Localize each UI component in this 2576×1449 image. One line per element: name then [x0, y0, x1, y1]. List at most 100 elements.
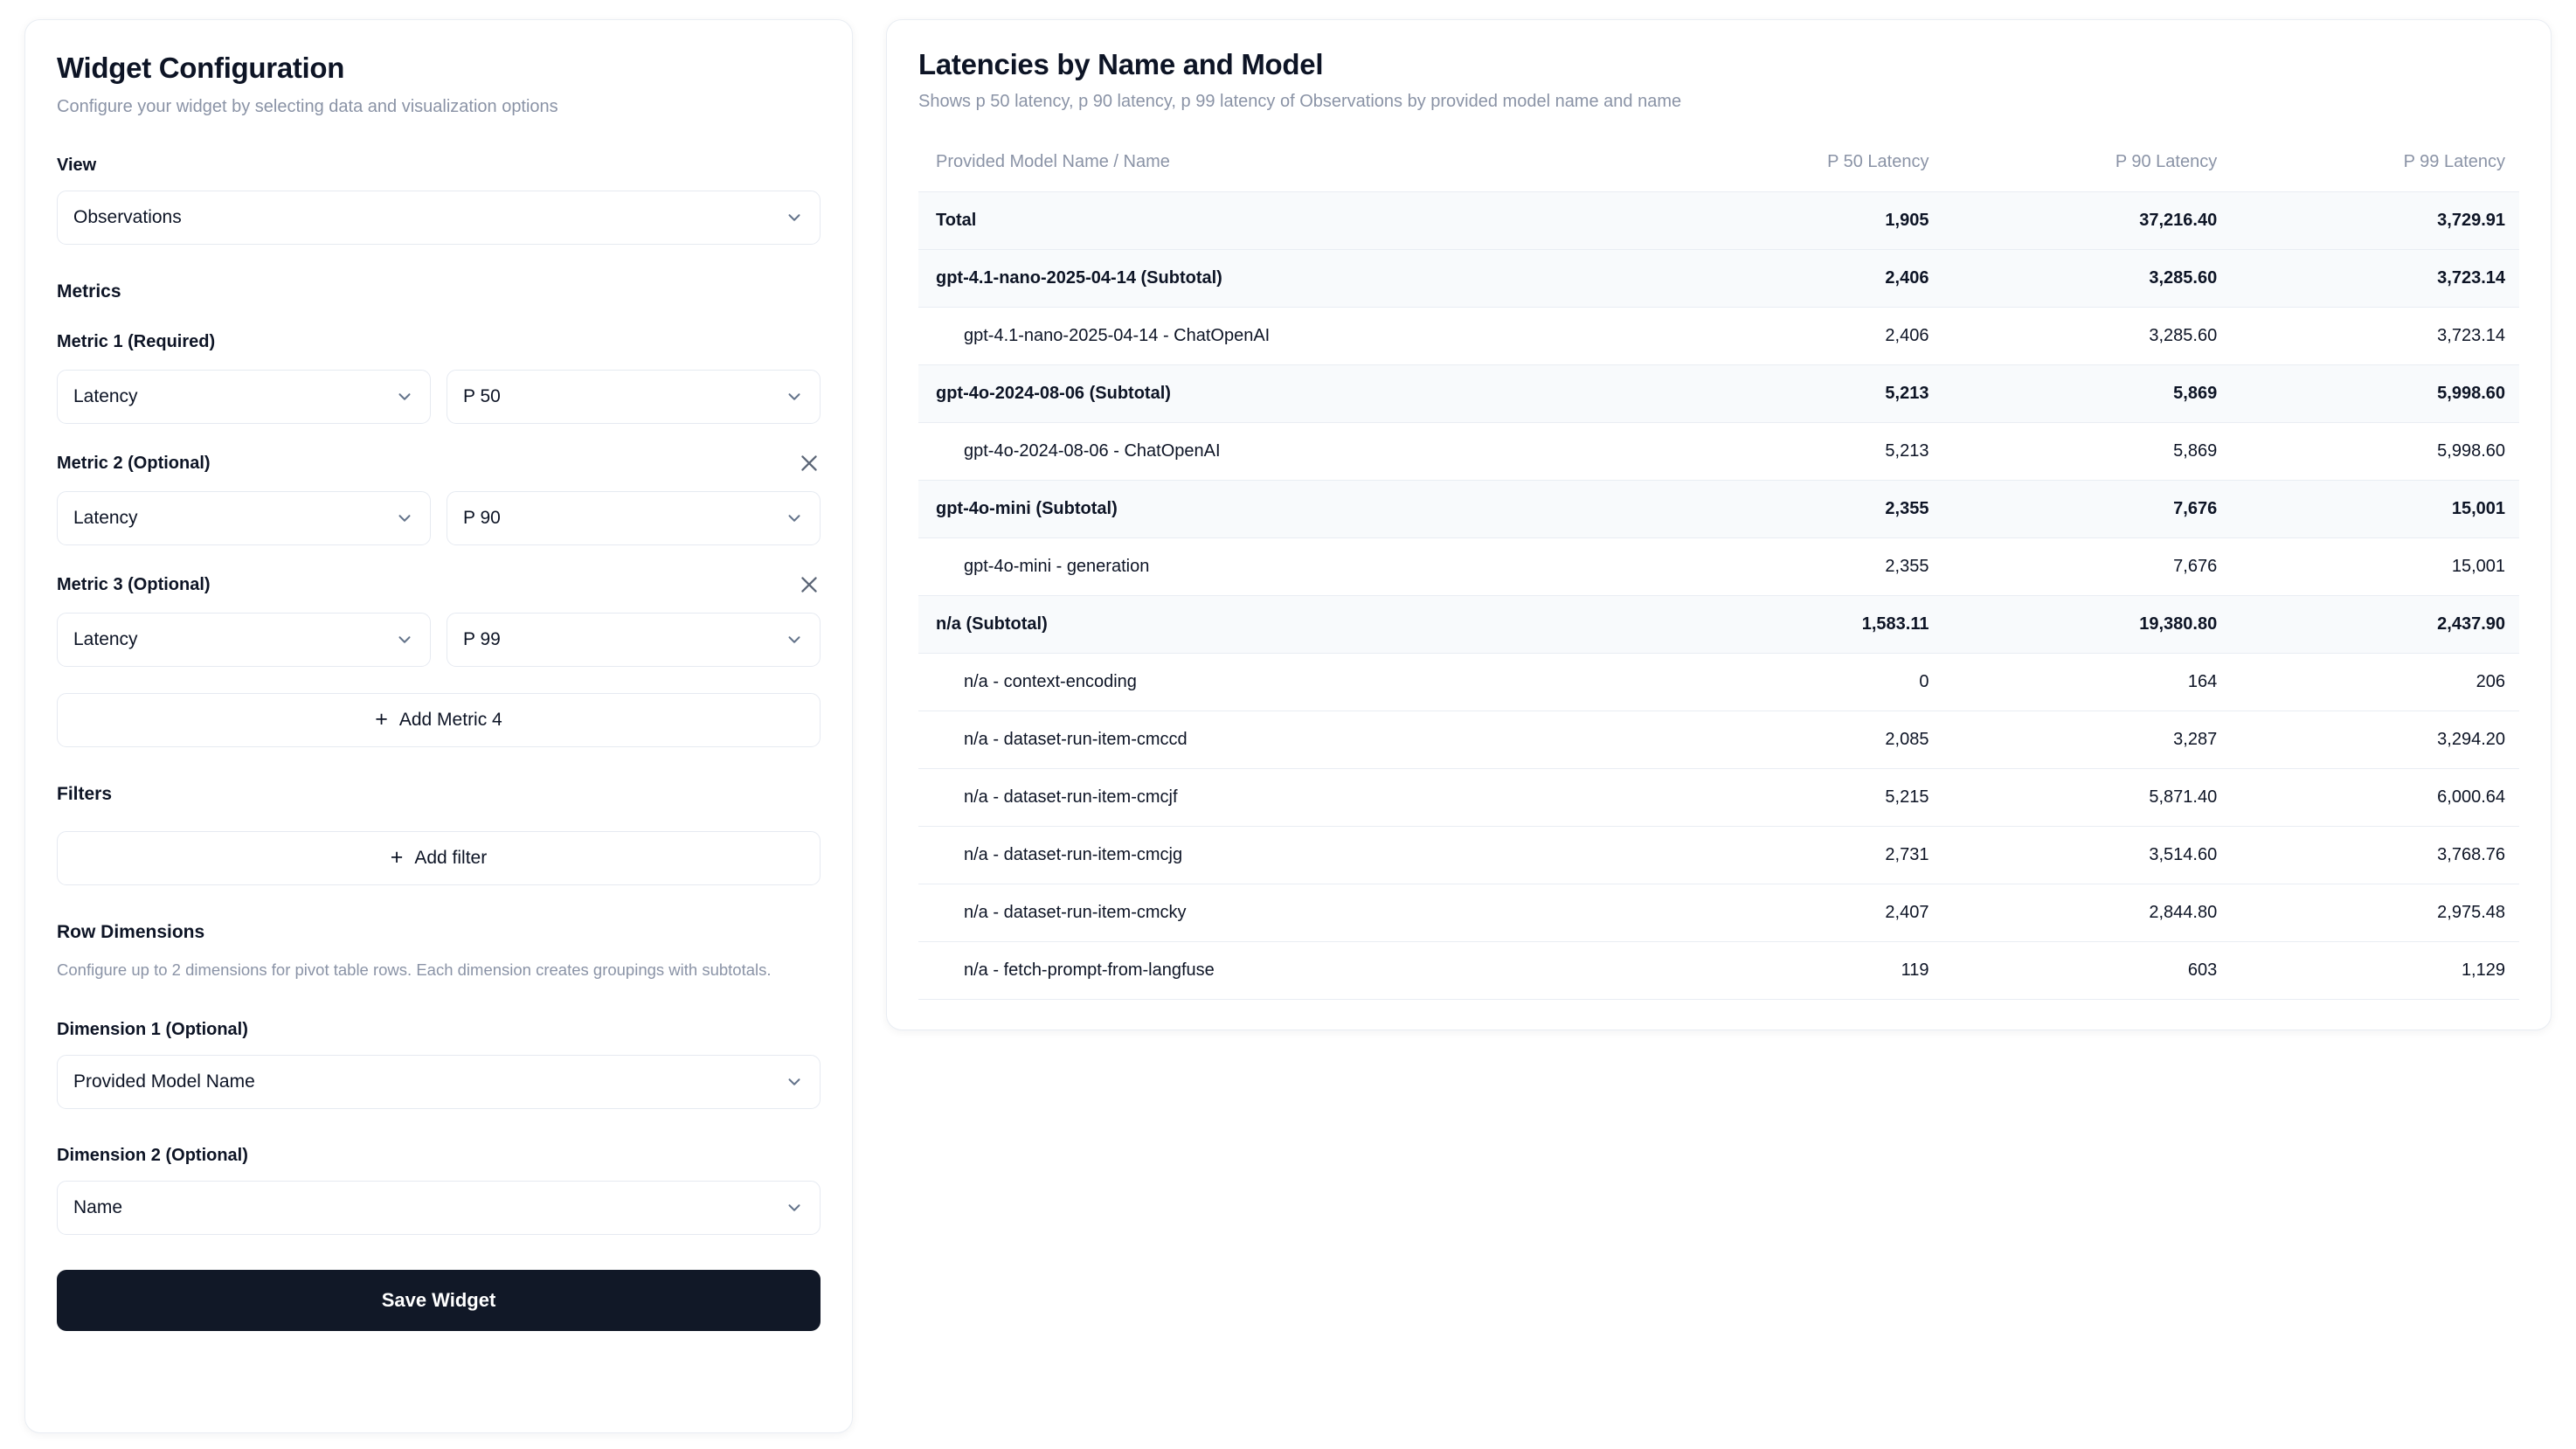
- view-select[interactable]: Observations: [57, 191, 821, 246]
- column-header-p50[interactable]: P 50 Latency: [1827, 152, 1929, 171]
- cell-p50: 2,407: [1654, 884, 1943, 942]
- metric-2-label: Metric 2 (Optional): [57, 453, 211, 473]
- table-row: n/a - fetch-prompt-from-langfuse 119 603 1,…: [918, 941, 2519, 1000]
- chevron-down-icon: [398, 515, 411, 523]
- remove-metric-2-icon[interactable]: [798, 452, 821, 475]
- cell-row-label: n/a - dataset-run-item-cmcky: [918, 884, 1655, 942]
- cell-p90: 603: [1942, 941, 2232, 1000]
- add-filter-button-label: Add filter: [414, 848, 488, 869]
- cell-p50: 2,406: [1654, 249, 1943, 308]
- chevron-down-icon: [788, 1204, 800, 1211]
- cell-p50: 5,213: [1654, 422, 1943, 481]
- cell-row-label: n/a - context-encoding: [918, 653, 1655, 711]
- metric-1-aggregation-select[interactable]: P 50: [447, 370, 821, 425]
- table-row: n/a (Subtotal) 1,583.11 19,380.80 2,437.90: [918, 595, 2519, 654]
- metric-2-aggregation-select[interactable]: P 90: [447, 491, 821, 546]
- cell-p90: 5,869: [1942, 364, 2232, 423]
- column-header-p99[interactable]: P 99 Latency: [2403, 152, 2505, 171]
- metric-3-label: Metric 3 (Optional): [57, 574, 211, 594]
- chevron-down-icon: [788, 1078, 800, 1085]
- cell-row-label: gpt-4o-mini - generation: [918, 537, 1655, 596]
- cell-p99: 3,294.20: [2231, 711, 2519, 769]
- widget-description: Shows p 50 latency, p 90 latency, p 99 l…: [918, 92, 1682, 111]
- cell-p99: 3,723.14: [2231, 249, 2519, 308]
- table-header-row: Provided Model Name / Name P 50 Latency …: [918, 142, 2519, 192]
- cell-p99: 3,723.14: [2231, 307, 2519, 365]
- metric-2-measure-select[interactable]: Latency: [57, 491, 431, 546]
- cell-row-label: gpt-4o-2024-08-06 - ChatOpenAI: [918, 422, 1655, 481]
- cell-p99: 3,768.76: [2231, 826, 2519, 884]
- cell-p50: 2,085: [1654, 711, 1943, 769]
- cell-row-label: gpt-4o-2024-08-06 (Subtotal): [918, 364, 1655, 423]
- cell-p90: 3,285.60: [1942, 249, 2232, 308]
- chevron-down-icon: [788, 515, 800, 523]
- metric-2-row: Latency P 90: [57, 491, 821, 546]
- cell-p50: 119: [1654, 941, 1943, 1000]
- metric-2-measure-value: Latency: [73, 508, 138, 529]
- pivot-table-body: Total 1,905 37,216.40 3,729.91 gpt-4.1-nano-…: [918, 191, 2519, 1000]
- cell-row-label: n/a - dataset-run-item-cmcjf: [918, 768, 1655, 827]
- cell-p90: 7,676: [1942, 480, 2232, 538]
- metric-3-row: Latency P 99: [57, 613, 821, 668]
- row-dimensions-section-label: Row Dimensions: [57, 922, 205, 943]
- widget-preview-panel: Latencies by Name and Model Shows p 50 l…: [886, 19, 2552, 1030]
- cell-p99: 3,729.91: [2231, 191, 2519, 250]
- cell-p50: 5,215: [1654, 768, 1943, 827]
- column-header-name[interactable]: Provided Model Name / Name: [936, 152, 1170, 171]
- table-row: gpt-4o-mini (Subtotal) 2,355 7,676 15,001: [918, 480, 2519, 538]
- widget-title: Latencies by Name and Model: [918, 48, 1324, 80]
- add-filter-button[interactable]: + Add filter: [57, 831, 821, 886]
- pivot-table-head: Provided Model Name / Name P 50 Latency …: [918, 142, 2519, 192]
- widget-configuration-panel: Widget Configuration Configure your widg…: [24, 19, 853, 1433]
- table-row: n/a - context-encoding 0 164 206: [918, 653, 2519, 711]
- table-row: n/a - dataset-run-item-cmcjg 2,731 3,514.6…: [918, 826, 2519, 884]
- chevron-down-icon: [788, 393, 800, 401]
- cell-row-label: gpt-4o-mini (Subtotal): [918, 480, 1655, 538]
- cell-p99: 15,001: [2231, 537, 2519, 596]
- cell-p50: 1,905: [1654, 191, 1943, 250]
- cell-p99: 2,975.48: [2231, 884, 2519, 942]
- cell-row-label: n/a - dataset-run-item-cmccd: [918, 711, 1655, 769]
- cell-row-label: gpt-4.1-nano-2025-04-14 - ChatOpenAI: [918, 307, 1655, 365]
- cell-p50: 2,355: [1654, 537, 1943, 596]
- cell-row-label: gpt-4.1-nano-2025-04-14 (Subtotal): [918, 249, 1655, 308]
- row-dimensions-help-text: Configure up to 2 dimensions for pivot t…: [57, 960, 772, 980]
- cell-p90: 19,380.80: [1942, 595, 2232, 654]
- table-row: gpt-4.1-nano-2025-04-14 (Subtotal) 2,406 3…: [918, 249, 2519, 308]
- remove-metric-3-icon[interactable]: [798, 573, 821, 596]
- metric-2-header: Metric 2 (Optional): [57, 450, 821, 476]
- add-metric-button[interactable]: + Add Metric 4: [57, 693, 821, 748]
- cell-p50: 0: [1654, 653, 1943, 711]
- plus-icon: +: [375, 706, 388, 731]
- cell-p99: 5,998.60: [2231, 422, 2519, 481]
- metric-1-measure-select[interactable]: Latency: [57, 370, 431, 425]
- add-metric-button-label: Add Metric 4: [398, 710, 502, 731]
- dimension-2-select[interactable]: Name: [57, 1180, 821, 1235]
- cell-p90: 3,287: [1942, 711, 2232, 769]
- cell-p90: 37,216.40: [1942, 191, 2232, 250]
- cell-row-label: n/a - dataset-run-item-cmcjg: [918, 826, 1655, 884]
- table-row: gpt-4o-2024-08-06 (Subtotal) 5,213 5,869 5,…: [918, 364, 2519, 423]
- cell-p50: 5,213: [1654, 364, 1943, 423]
- cell-p90: 164: [1942, 653, 2232, 711]
- cell-p99: 206: [2231, 653, 2519, 711]
- view-select-value: Observations: [73, 207, 182, 228]
- metric-3-measure-select[interactable]: Latency: [57, 613, 431, 668]
- metric-3-header: Metric 3 (Optional): [57, 572, 821, 598]
- column-header-p90[interactable]: P 90 Latency: [2115, 152, 2218, 171]
- metric-3-aggregation-select[interactable]: P 99: [447, 613, 821, 668]
- save-widget-button[interactable]: Save Widget: [57, 1269, 821, 1331]
- metric-1-measure-value: Latency: [73, 386, 138, 407]
- cell-p90: 3,285.60: [1942, 307, 2232, 365]
- cell-p50: 1,583.11: [1654, 595, 1943, 654]
- table-row: gpt-4.1-nano-2025-04-14 - ChatOpenAI 2,40…: [918, 307, 2519, 365]
- dimension-1-label: Dimension 1 (Optional): [57, 1019, 248, 1039]
- cell-p50: 2,731: [1654, 826, 1943, 884]
- dimension-2-value: Name: [73, 1196, 123, 1217]
- metric-1-header: Metric 1 (Required): [57, 329, 821, 355]
- dimension-1-select[interactable]: Provided Model Name: [57, 1054, 821, 1109]
- cell-p90: 5,871.40: [1942, 768, 2232, 827]
- metric-3-aggregation-value: P 99: [463, 629, 501, 650]
- cell-p99: 2,437.90: [2231, 595, 2519, 654]
